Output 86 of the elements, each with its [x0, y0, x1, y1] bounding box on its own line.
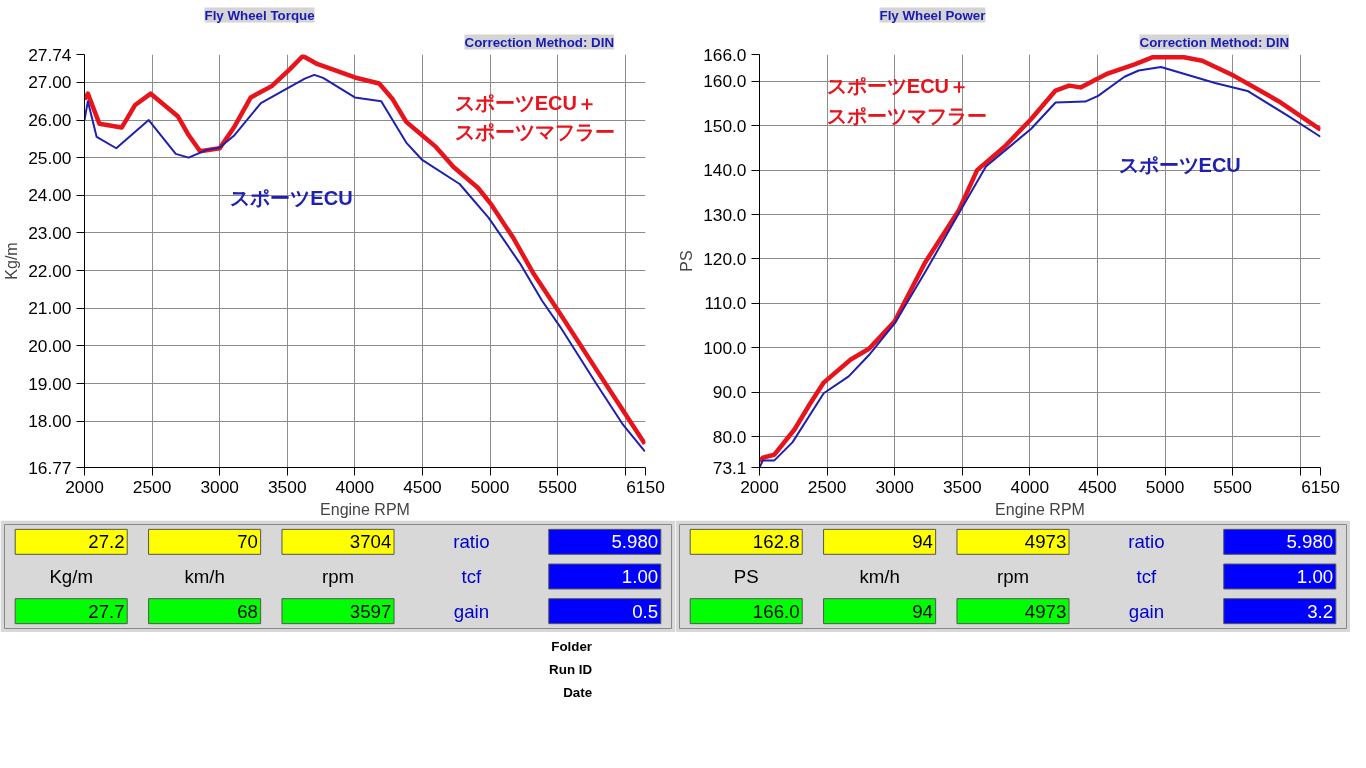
x-tick-label: 6150 — [1301, 476, 1340, 497]
text: km/h — [184, 566, 225, 587]
chart-title: Fly Wheel Torque — [204, 7, 315, 23]
x-tick-label: 3000 — [875, 476, 914, 497]
y-tick-label: 140.0 — [703, 160, 747, 181]
text: 3704 — [349, 531, 392, 553]
text: rpm — [321, 566, 355, 587]
x-tick-label: 6150 — [626, 476, 665, 497]
series-label: スポーツECU＋スポーツマフラー — [454, 91, 615, 144]
text: 27.2 — [88, 531, 125, 553]
text: gain — [453, 600, 490, 622]
text: 1.00 — [621, 566, 659, 587]
text: 0.5 — [632, 600, 659, 622]
chart-subtitle: Correction Method: DIN — [464, 34, 615, 50]
text: 3.2 — [1307, 600, 1334, 622]
x-tick-label: 3500 — [943, 476, 982, 497]
chart-subtitle: Correction Method: DIN — [1139, 34, 1290, 50]
text: スポーツECU — [230, 186, 353, 209]
x-tick-label: 5500 — [1213, 476, 1252, 497]
text: tcf — [1136, 566, 1158, 587]
text: ratio — [1128, 531, 1165, 553]
text: 5.980 — [611, 531, 659, 553]
x-tick-label: 4500 — [403, 476, 442, 497]
y-tick-label: 21.00 — [28, 298, 72, 319]
text: 68 — [237, 600, 258, 622]
text: Folder — [551, 638, 593, 654]
text: 94 — [912, 531, 933, 553]
text: Date — [563, 685, 593, 701]
text: ratio — [453, 531, 490, 553]
text: 3597 — [349, 600, 392, 622]
text: 4973 — [1024, 600, 1067, 622]
y-tick-label: 26.00 — [28, 110, 72, 131]
text: 162.8 — [752, 531, 800, 553]
y-tick-label: 25.00 — [28, 147, 72, 168]
series-label: スポーツECU＋スポーツマフラー — [826, 75, 987, 127]
x-tick-label: 5000 — [1145, 476, 1185, 497]
text: Kg/m — [49, 566, 93, 587]
y-tick-label: 150.0 — [703, 115, 747, 136]
x-tick-label: 4000 — [1010, 476, 1050, 497]
x-tick-label: 2000 — [65, 476, 104, 497]
y-axis-title: Kg/m — [3, 242, 21, 280]
x-tick-label: 2500 — [807, 476, 847, 497]
text: 166.0 — [752, 600, 800, 622]
text: 27.7 — [88, 600, 125, 622]
y-tick-label: 20.00 — [28, 335, 72, 356]
y-tick-label: 27.74 — [28, 44, 72, 65]
y-tick-label: 120.0 — [703, 249, 747, 269]
x-tick-label: 3000 — [200, 476, 239, 497]
text: 70 — [237, 531, 258, 553]
y-tick-label: 27.00 — [28, 72, 72, 93]
text: PS — [733, 566, 759, 587]
x-tick-label: 5000 — [470, 476, 510, 497]
x-tick-label: 5500 — [538, 476, 577, 497]
text: Run ID — [549, 662, 593, 677]
text: km/h — [859, 566, 900, 587]
y-tick-label: 18.00 — [28, 411, 72, 432]
chart-title: Fly Wheel Power — [879, 7, 986, 23]
x-tick-label: 2500 — [132, 476, 172, 497]
y-tick-label: 16.77 — [28, 457, 72, 478]
y-tick-label: 23.00 — [28, 222, 72, 243]
text: gain — [1128, 600, 1165, 622]
x-tick-label: 3500 — [268, 476, 307, 497]
text: tcf — [461, 566, 483, 587]
x-tick-label: 4500 — [1078, 476, 1117, 497]
y-tick-label: 24.00 — [28, 185, 72, 206]
x-axis-title: Engine RPM — [995, 500, 1085, 518]
y-tick-label: 22.00 — [28, 260, 72, 281]
y-tick-label: 130.0 — [703, 204, 747, 225]
y-axis-title: PS — [678, 250, 696, 272]
x-tick-label: 4000 — [335, 476, 375, 497]
text: 5.980 — [1286, 531, 1334, 553]
y-tick-label: 80.0 — [712, 426, 747, 447]
y-tick-label: 166.0 — [703, 44, 747, 65]
y-tick-label: 100.0 — [703, 337, 747, 358]
y-tick-label: 19.00 — [28, 373, 72, 394]
text: 4973 — [1024, 531, 1067, 553]
text: rpm — [996, 566, 1030, 587]
y-tick-label: 73.1 — [712, 457, 747, 478]
x-tick-label: 2000 — [740, 476, 779, 497]
text: 1.00 — [1296, 566, 1334, 587]
y-tick-label: 160.0 — [703, 71, 747, 92]
y-tick-label: 90.0 — [712, 382, 747, 403]
x-axis-title: Engine RPM — [320, 500, 410, 518]
y-tick-label: 110.0 — [704, 293, 747, 314]
text: スポーツECU — [1118, 153, 1241, 176]
text: 94 — [912, 600, 933, 622]
